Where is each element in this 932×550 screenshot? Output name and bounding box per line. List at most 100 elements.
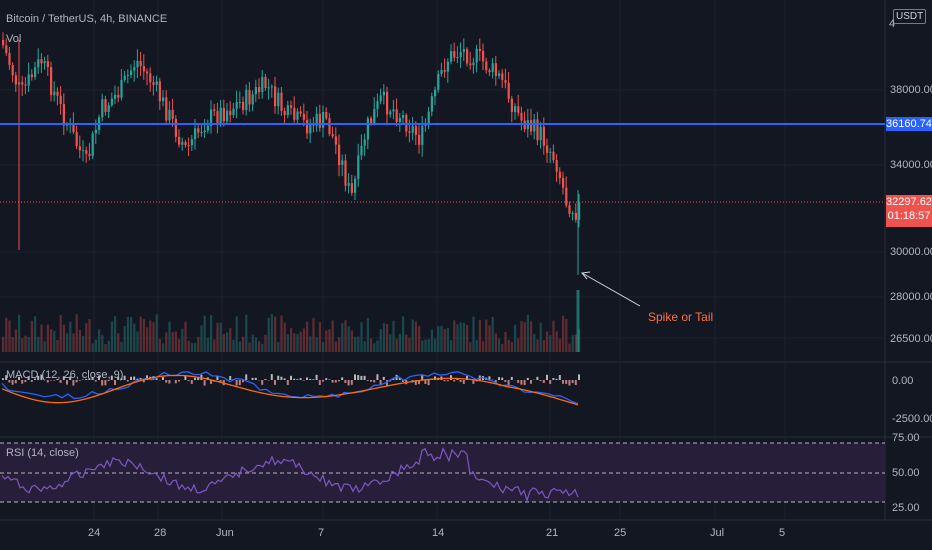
volume-bar <box>421 340 424 352</box>
macd-histogram-bar <box>376 374 379 380</box>
candle-body <box>258 86 261 93</box>
macd-histogram-bar <box>386 380 388 386</box>
volume-bar <box>21 338 24 352</box>
candle-body <box>194 128 197 140</box>
candle-body <box>440 70 443 74</box>
volume-bar <box>459 322 462 352</box>
volume-label: Vol <box>6 33 22 45</box>
volume-bar <box>424 339 427 352</box>
candle-body <box>379 95 382 102</box>
volume-bar <box>152 322 155 352</box>
candle-body <box>107 105 110 112</box>
candle-body <box>408 131 411 133</box>
volume-bar <box>210 315 213 352</box>
macd-histogram-bar <box>290 375 292 380</box>
volume-bar <box>110 321 113 352</box>
candle-body <box>114 94 117 99</box>
macd-histogram-bar <box>280 376 283 380</box>
volume-bar <box>488 325 491 352</box>
candle-body <box>146 71 149 74</box>
volume-bar <box>565 319 568 352</box>
volume-bar <box>299 331 302 352</box>
volume-bar <box>136 331 139 352</box>
macd-histogram-bar <box>453 380 456 382</box>
macd-histogram-bar <box>350 380 353 385</box>
volume-bar <box>322 341 325 352</box>
candle-body <box>120 79 123 98</box>
macd-histogram-bar <box>328 379 331 380</box>
macd-histogram-bar <box>488 376 491 380</box>
volume-bar <box>56 340 59 352</box>
candle-body <box>5 45 8 54</box>
volume-bar <box>395 338 398 352</box>
macd-histogram-bar <box>418 380 420 385</box>
macd-histogram-bar <box>338 380 340 382</box>
candle-body <box>478 48 481 52</box>
candle-body <box>50 67 53 96</box>
candle-body <box>27 74 30 86</box>
time-tick: 14 <box>432 527 445 539</box>
macd-histogram-bar <box>117 376 120 380</box>
volume-bar <box>264 334 267 352</box>
volume-bar <box>382 323 385 352</box>
volume-bar <box>414 321 417 352</box>
spike-annotation-text[interactable]: Spike or Tail <box>648 310 714 324</box>
candle-body <box>46 60 49 68</box>
candle-body <box>213 109 216 111</box>
candle-body <box>222 107 225 122</box>
candle-body <box>328 118 331 135</box>
volume-bar <box>174 331 177 352</box>
volume-bar <box>46 324 49 352</box>
candle-body <box>216 110 219 124</box>
macd-histogram-bar <box>501 377 504 380</box>
symbol-title: Bitcoin / TetherUS, 4h, BINANCE <box>6 13 168 25</box>
volume-bar <box>347 326 350 352</box>
candle-body <box>155 81 158 85</box>
candle-body <box>347 183 350 186</box>
volume-bar <box>366 317 369 352</box>
macd-histogram-bar <box>62 376 65 380</box>
macd-histogram-bar <box>94 380 97 382</box>
macd-histogram-bar <box>123 375 126 380</box>
volume-bar <box>181 328 184 352</box>
macd-histogram-bar <box>270 374 273 380</box>
volume-bar <box>520 321 523 352</box>
candle-body <box>363 139 366 146</box>
macd-histogram-bar <box>251 377 254 380</box>
candle-body <box>462 49 465 52</box>
volume-bar <box>37 336 40 352</box>
time-tick: 5 <box>779 527 786 539</box>
candle-body <box>267 87 270 89</box>
price-tick: 30000.00 <box>890 246 932 258</box>
volume-bar <box>325 330 328 352</box>
candle-body <box>552 151 555 161</box>
macd-histogram-bar <box>229 375 232 380</box>
volume-bar <box>30 320 33 352</box>
volume-bar <box>405 334 408 352</box>
candle-body <box>299 111 302 114</box>
volume-bar <box>328 329 331 352</box>
macd-histogram-bar <box>421 375 424 380</box>
candle-body <box>139 60 142 67</box>
volume-bar <box>8 320 11 352</box>
candle-body <box>360 145 363 156</box>
candle-body <box>318 113 321 128</box>
volume-bar <box>312 318 315 352</box>
volume-bar <box>206 337 209 352</box>
currency-button[interactable]: USDT <box>893 9 927 24</box>
rsi-title: RSI (14, close) <box>6 447 79 459</box>
macd-histogram-bar <box>286 380 289 385</box>
macd-histogram-bar <box>322 380 324 382</box>
macd-histogram-bar <box>536 376 539 380</box>
candle-body <box>286 105 289 116</box>
volume-bar <box>283 322 286 352</box>
volume-bar <box>485 319 488 352</box>
volume-bar <box>11 336 14 352</box>
macd-histogram-bar <box>274 380 276 385</box>
volume-bar <box>450 340 453 352</box>
candle-body <box>325 112 328 119</box>
macd-histogram-bar <box>520 380 523 385</box>
macd-histogram-bar <box>219 380 222 382</box>
candle-body <box>443 70 446 72</box>
